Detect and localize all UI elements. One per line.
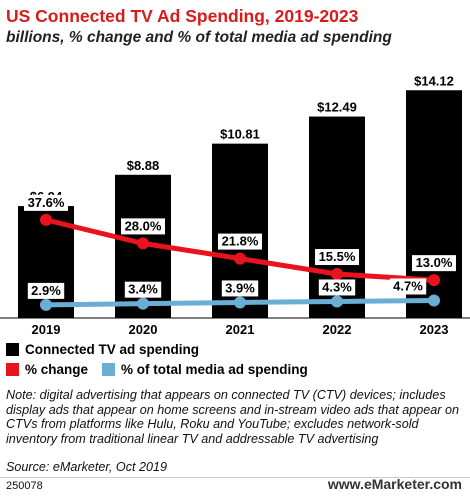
footer-divider — [0, 477, 470, 478]
share-label-2021-bg — [221, 280, 259, 297]
bar-label-2020: $8.88 — [127, 158, 160, 173]
change-label-2022: 15.5% — [319, 249, 356, 264]
legend: Connected TV ad spending % change % of t… — [6, 339, 308, 379]
chart-subtitle: billions, % change and % of total media … — [6, 29, 392, 46]
legend-label-bar: Connected TV ad spending — [25, 341, 200, 357]
legend-label-share: % of total media ad spending — [121, 361, 308, 377]
legend-row-lines: % change % of total media ad spending — [6, 359, 308, 379]
share-label-2022: 4.3% — [322, 279, 352, 294]
bar-label-2021: $10.81 — [220, 127, 260, 142]
x-tick-2022: 2022 — [323, 322, 352, 337]
share-label-2021: 3.9% — [225, 280, 255, 295]
share-label-2023-bg — [389, 278, 427, 295]
change-label-2020-bg — [121, 218, 165, 235]
change-point-2022 — [331, 268, 343, 281]
chart-area: $6.94$8.88$10.81$12.49$14.12201920202021… — [0, 73, 470, 337]
bar-label-2022: $12.49 — [317, 100, 357, 115]
change-point-2023 — [428, 274, 440, 287]
share-label-2020: 3.4% — [128, 282, 158, 297]
change-point-2021 — [234, 252, 246, 265]
share-label-2020-bg — [124, 281, 162, 298]
share-label-2019-bg — [27, 282, 65, 299]
share-label-2023: 4.7% — [393, 278, 423, 293]
x-tick-2021: 2021 — [226, 322, 255, 337]
change-label-2020: 28.0% — [125, 218, 162, 233]
change-point-2020 — [137, 237, 149, 250]
bar-label-2023: $14.12 — [414, 73, 454, 88]
share-point-2021 — [234, 296, 246, 309]
share-point-2022 — [331, 295, 343, 308]
chart-note: Note: digital advertising that appears o… — [6, 388, 459, 446]
chart-source: Source: eMarketer, Oct 2019 — [6, 460, 168, 474]
change-label-2022-bg — [315, 249, 359, 266]
change-label-2021-bg — [218, 233, 262, 250]
change-label-2023-bg — [412, 255, 456, 272]
share-label-2019: 2.9% — [31, 283, 61, 298]
change-label-2019-bg — [24, 194, 68, 211]
change-label-2023: 13.0% — [416, 255, 453, 270]
x-tick-2023: 2023 — [420, 322, 449, 337]
legend-row-bars: Connected TV ad spending — [6, 339, 308, 359]
share-point-2020 — [137, 297, 149, 310]
chart-id: 250078 — [6, 480, 43, 492]
legend-label-change: % change — [25, 361, 89, 377]
change-label-2019: 37.6% — [28, 195, 65, 210]
change-point-2019 — [40, 213, 52, 226]
share-label-2022-bg — [318, 279, 356, 296]
legend-swatch-share — [102, 362, 116, 376]
legend-swatch-change — [6, 362, 19, 376]
change-label-2021: 21.8% — [222, 234, 259, 249]
x-tick-2019: 2019 — [32, 322, 61, 337]
brand-logo: www.eMarketer.com — [327, 476, 462, 492]
share-point-2023 — [428, 294, 440, 307]
chart-title: US Connected TV Ad Spending, 2019-2023 — [6, 6, 359, 26]
legend-swatch-bar — [6, 342, 19, 356]
share-point-2019 — [40, 298, 52, 311]
x-tick-2020: 2020 — [129, 322, 158, 337]
